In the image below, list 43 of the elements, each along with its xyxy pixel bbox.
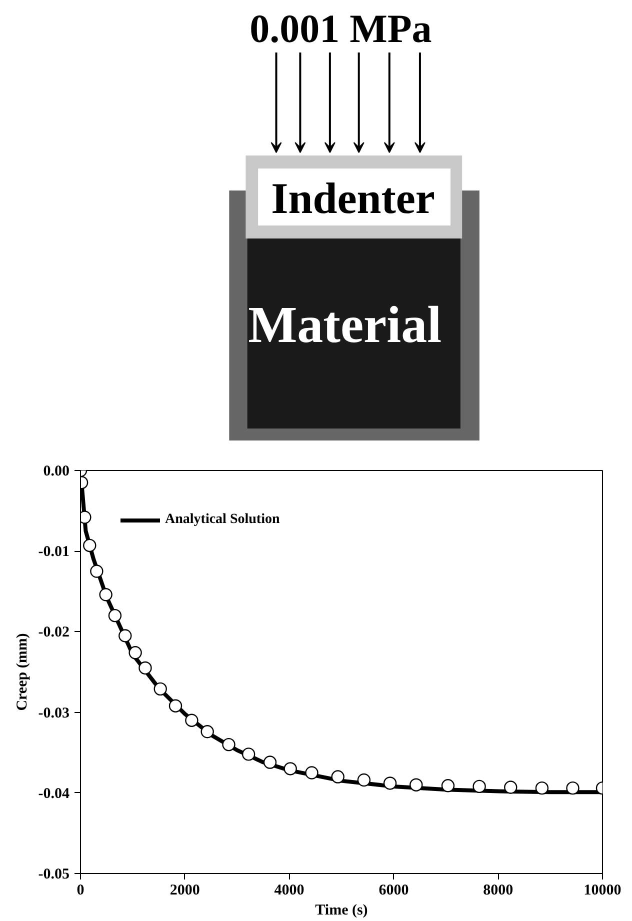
y-tick-label: 0.00	[43, 464, 70, 480]
point	[200, 725, 214, 738]
y-tick-label: -0.01	[38, 544, 70, 560]
x-tick-label: 8000	[483, 882, 514, 898]
y-tick-label: -0.04	[38, 786, 70, 802]
point	[357, 773, 371, 787]
y-tick-label: -0.02	[38, 624, 70, 641]
point	[410, 778, 423, 792]
point	[128, 646, 142, 660]
text: Indenter	[271, 174, 435, 223]
point	[535, 781, 549, 795]
point	[83, 538, 96, 552]
x-tick-label: 0	[76, 882, 84, 898]
point	[242, 748, 256, 761]
point	[222, 738, 236, 752]
point	[99, 588, 112, 602]
x-tick-label: 10000	[584, 882, 622, 898]
point	[566, 781, 580, 795]
point	[504, 780, 518, 794]
x-tick-label: 6000	[378, 882, 409, 898]
point	[118, 629, 132, 642]
text: 0.001 MPa	[250, 6, 432, 51]
point	[305, 766, 318, 780]
text: Material	[248, 297, 442, 354]
legend-label: Analytical Solution	[165, 512, 280, 528]
y-tick-label: -0.05	[38, 866, 70, 882]
point	[441, 779, 455, 792]
point	[331, 770, 344, 784]
x-tick-label: 2000	[170, 882, 200, 898]
point	[138, 661, 152, 675]
point	[284, 762, 297, 776]
point	[90, 564, 104, 578]
y-tick-label: -0.03	[38, 705, 70, 722]
point	[383, 776, 397, 790]
x-tick-label: 4000	[274, 882, 304, 898]
point	[168, 699, 182, 712]
point	[154, 682, 167, 696]
point	[185, 714, 198, 727]
point	[108, 608, 122, 622]
x-axis-title: Time (s)	[315, 902, 368, 918]
y-axis-title: Creep (mm)	[14, 633, 30, 711]
point	[263, 756, 277, 769]
point	[472, 780, 486, 794]
